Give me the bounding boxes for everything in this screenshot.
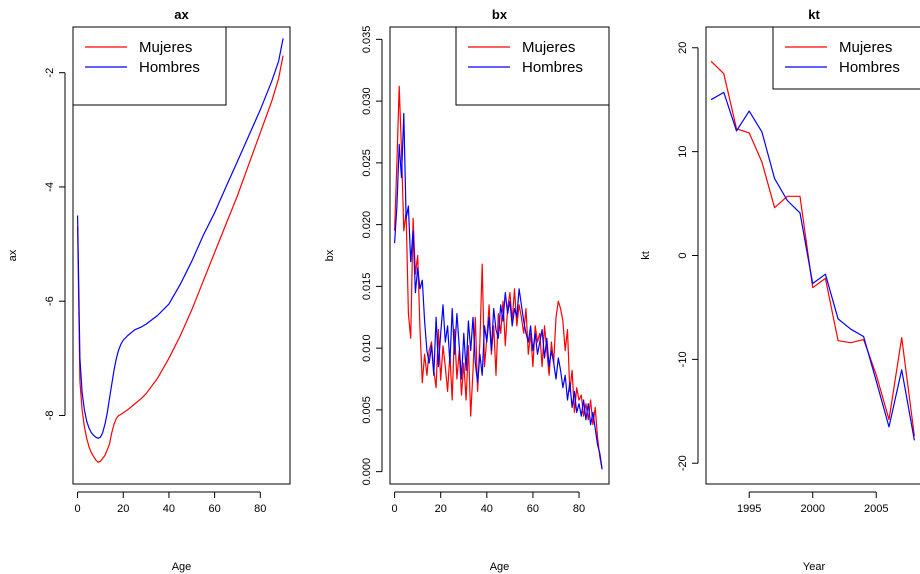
y-tick-label: -8 bbox=[44, 411, 56, 421]
x-tick-label: 2000 bbox=[800, 503, 824, 515]
series-line-hombres bbox=[710, 91, 915, 441]
y-tick-label: 0.020 bbox=[361, 211, 373, 239]
y-tick-label: 20 bbox=[677, 42, 689, 54]
x-axis: 0 20 40 60 80 bbox=[75, 491, 266, 515]
y-tick-label: -10 bbox=[677, 351, 689, 367]
x-tick-label: 2005 bbox=[864, 503, 888, 515]
y-axis: -8 -6 -4 -2 bbox=[44, 68, 66, 421]
panel-kt: kt 1995 2000 2005 Year -20 -10 0 10 20 kt Mujeres Ho… bbox=[640, 7, 920, 573]
series-line-hombres bbox=[394, 112, 603, 470]
x-axis-label: Age bbox=[172, 561, 192, 573]
x-tick-label: 80 bbox=[254, 503, 266, 515]
panel-title: bx bbox=[492, 7, 508, 22]
legend-box bbox=[772, 26, 920, 90]
y-tick-label: -2 bbox=[44, 68, 56, 78]
x-tick-label: 20 bbox=[117, 503, 129, 515]
panel-bx: bx0 20 40 60 80Age0.0000.0050.0100.0150.0200… bbox=[324, 7, 610, 573]
legend-label-hombres: Hombres bbox=[839, 59, 900, 76]
legend: Mujeres Hombres bbox=[455, 26, 610, 106]
y-axis-label: kt bbox=[640, 251, 652, 260]
y-axis: 0.000 0.005 0.010 0.015 0.020 0.025 0.030 0.035 bbox=[361, 26, 383, 486]
y-axis: -20 -10 0 10 20 bbox=[677, 42, 699, 471]
legend: Mujeres Hombres bbox=[72, 26, 227, 106]
x-axis-label: Age bbox=[490, 561, 510, 573]
x-axis: 1995 2000 2005 bbox=[737, 491, 889, 515]
y-tick-label: 0.005 bbox=[361, 396, 373, 424]
x-axis: 0 20 40 60 80 bbox=[392, 491, 585, 515]
legend-label-mujeres: Mujeres bbox=[522, 39, 575, 56]
panel-title: ax bbox=[174, 7, 189, 22]
y-tick-label: 0.030 bbox=[361, 87, 373, 115]
legend-label-hombres: Hombres bbox=[522, 59, 583, 76]
x-tick-label: 0 bbox=[392, 503, 398, 515]
x-tick-label: 40 bbox=[163, 503, 175, 515]
y-tick-label: 0.000 bbox=[361, 458, 373, 486]
y-tick-label: -20 bbox=[677, 455, 689, 471]
x-tick-label: 20 bbox=[435, 503, 447, 515]
legend-box bbox=[72, 26, 227, 106]
y-tick-label: -6 bbox=[44, 296, 56, 306]
y-tick-label: -4 bbox=[44, 182, 56, 192]
series-line-mujeres bbox=[394, 85, 603, 470]
x-tick-label: 80 bbox=[573, 503, 585, 515]
x-tick-label: 1995 bbox=[737, 503, 761, 515]
y-tick-label: 0.010 bbox=[361, 334, 373, 362]
legend: Mujeres Hombres bbox=[772, 26, 920, 90]
series-line-hombres bbox=[77, 38, 284, 439]
y-tick-label: 10 bbox=[677, 146, 689, 158]
series-line-mujeres bbox=[77, 55, 284, 463]
legend-box bbox=[455, 26, 610, 106]
x-tick-label: 60 bbox=[527, 503, 539, 515]
legend-label-mujeres: Mujeres bbox=[839, 39, 892, 56]
y-tick-label: 0.035 bbox=[361, 26, 373, 54]
legend-label-hombres: Hombres bbox=[139, 59, 200, 76]
y-axis-label: bx bbox=[324, 249, 336, 261]
panel-ax: ax 0 20 40 60 80 Age -8 -6 -4 -2 ax Mujeres Hombres bbox=[7, 7, 291, 573]
x-tick-label: 40 bbox=[481, 503, 493, 515]
x-tick-label: 0 bbox=[75, 503, 81, 515]
y-tick-label: 0 bbox=[677, 252, 689, 258]
panel-title: kt bbox=[808, 7, 820, 22]
x-tick-label: 60 bbox=[208, 503, 220, 515]
y-tick-label: 0.025 bbox=[361, 149, 373, 177]
series-line-mujeres bbox=[710, 60, 915, 437]
y-axis-label: ax bbox=[7, 249, 19, 261]
x-axis-label: Year bbox=[803, 561, 826, 573]
legend-label-mujeres: Mujeres bbox=[139, 39, 192, 56]
y-tick-label: 0.015 bbox=[361, 273, 373, 301]
